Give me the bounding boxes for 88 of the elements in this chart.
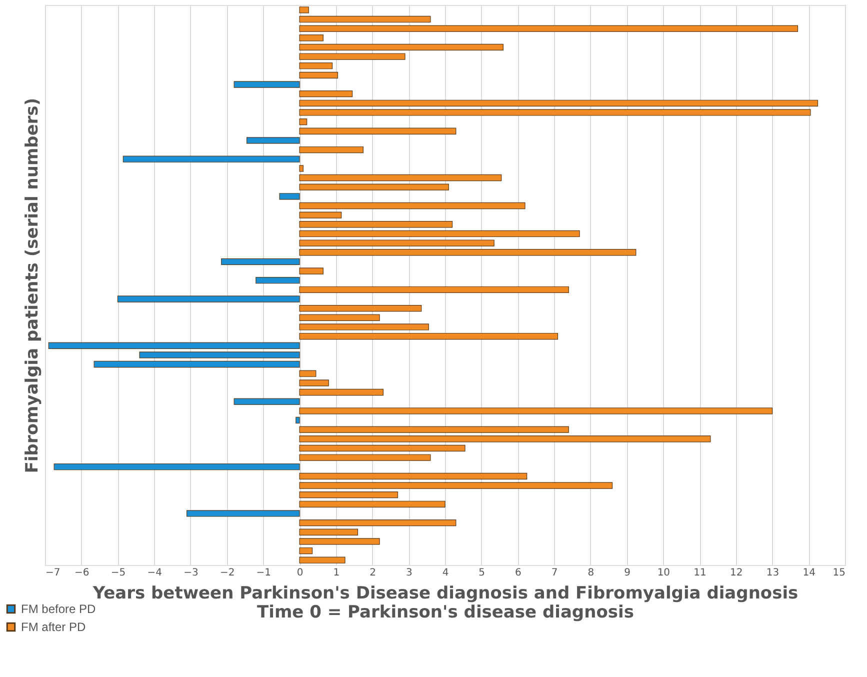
x-tick-label: 15 xyxy=(832,568,846,578)
bar xyxy=(299,491,398,498)
bar xyxy=(299,44,504,51)
bar xyxy=(299,118,308,126)
bar xyxy=(234,398,300,405)
bar xyxy=(299,332,558,340)
bar xyxy=(299,556,346,564)
x-tick-label: −5 xyxy=(110,568,126,578)
bar xyxy=(299,454,431,461)
bar xyxy=(299,62,333,70)
x-tick-label: 5 xyxy=(478,568,486,578)
bar xyxy=(299,100,818,106)
legend-label: FM before PD xyxy=(21,602,96,616)
bar xyxy=(299,72,338,79)
x-tick-label: −7 xyxy=(46,568,60,578)
x-tick-label: 9 xyxy=(624,568,631,578)
bar xyxy=(299,90,353,98)
x-tick-label: 3 xyxy=(406,568,412,578)
bar xyxy=(299,146,364,154)
bar xyxy=(299,53,406,60)
bar xyxy=(299,230,580,238)
bar xyxy=(221,258,300,266)
bar xyxy=(234,81,300,88)
bar xyxy=(296,416,300,424)
bar xyxy=(299,212,342,218)
bar xyxy=(299,34,324,42)
x-tick-label: 2 xyxy=(370,568,376,578)
bar xyxy=(299,500,446,508)
bar xyxy=(299,370,316,377)
bar xyxy=(299,240,494,246)
bar xyxy=(299,174,502,182)
bar xyxy=(117,296,300,302)
bar xyxy=(299,221,453,228)
bar xyxy=(299,380,329,386)
x-tick-label: 10 xyxy=(657,568,670,578)
x-tick-label: −2 xyxy=(220,568,235,578)
x-tick-label: 1 xyxy=(333,568,340,578)
x-tick-label: 4 xyxy=(442,568,449,578)
bar xyxy=(256,277,300,284)
x-tick-label: −1 xyxy=(256,568,272,578)
x-tick-label: 14 xyxy=(802,568,816,578)
bar xyxy=(299,109,811,116)
x-tick-label: −3 xyxy=(184,568,198,578)
x-tick-label: 7 xyxy=(551,568,558,578)
x-tick-label: −4 xyxy=(147,568,162,578)
x-tick-label: 12 xyxy=(730,568,743,578)
bar xyxy=(299,482,613,489)
bar xyxy=(299,25,798,32)
bar xyxy=(186,510,300,517)
bar xyxy=(299,538,380,545)
bar xyxy=(299,519,456,526)
x-tick-label: 11 xyxy=(694,568,706,578)
bar xyxy=(299,286,569,293)
x-axis-title: Years between Parkinson's Disease diagnosis and Fibromyalgia diagnosis xyxy=(92,584,798,604)
bar xyxy=(299,249,636,256)
bar xyxy=(299,472,528,480)
x-tick-label: −6 xyxy=(74,568,90,578)
bar xyxy=(299,304,422,312)
bar xyxy=(299,408,773,414)
bar xyxy=(299,6,309,14)
bar xyxy=(48,342,300,349)
bar xyxy=(279,193,300,200)
bar xyxy=(299,324,429,330)
bar xyxy=(299,268,324,274)
bar xyxy=(299,16,431,23)
bar xyxy=(299,165,304,172)
bar xyxy=(94,360,300,368)
bar xyxy=(139,352,300,358)
bar xyxy=(299,314,380,321)
x-tick-label: 8 xyxy=(588,568,594,578)
x-tick-label: 6 xyxy=(515,568,522,578)
bar xyxy=(299,436,711,442)
y-axis-title: Fibromyalgia patients (serial numbers) xyxy=(22,98,42,474)
text: Time 0 = Parkinson's disease diagnosis xyxy=(257,602,634,622)
bar xyxy=(246,137,300,144)
bar xyxy=(299,528,358,536)
x-tick-label: 13 xyxy=(766,568,780,578)
bar xyxy=(299,128,456,134)
bar xyxy=(122,156,300,162)
x-tick-label: 0 xyxy=(296,568,304,578)
bar xyxy=(299,202,526,210)
bar xyxy=(299,547,313,554)
legend-label: FM after PD xyxy=(21,620,86,634)
bar xyxy=(299,426,569,433)
bar xyxy=(299,388,384,396)
bar xyxy=(299,444,466,452)
bar xyxy=(299,184,449,190)
bar xyxy=(54,464,300,470)
